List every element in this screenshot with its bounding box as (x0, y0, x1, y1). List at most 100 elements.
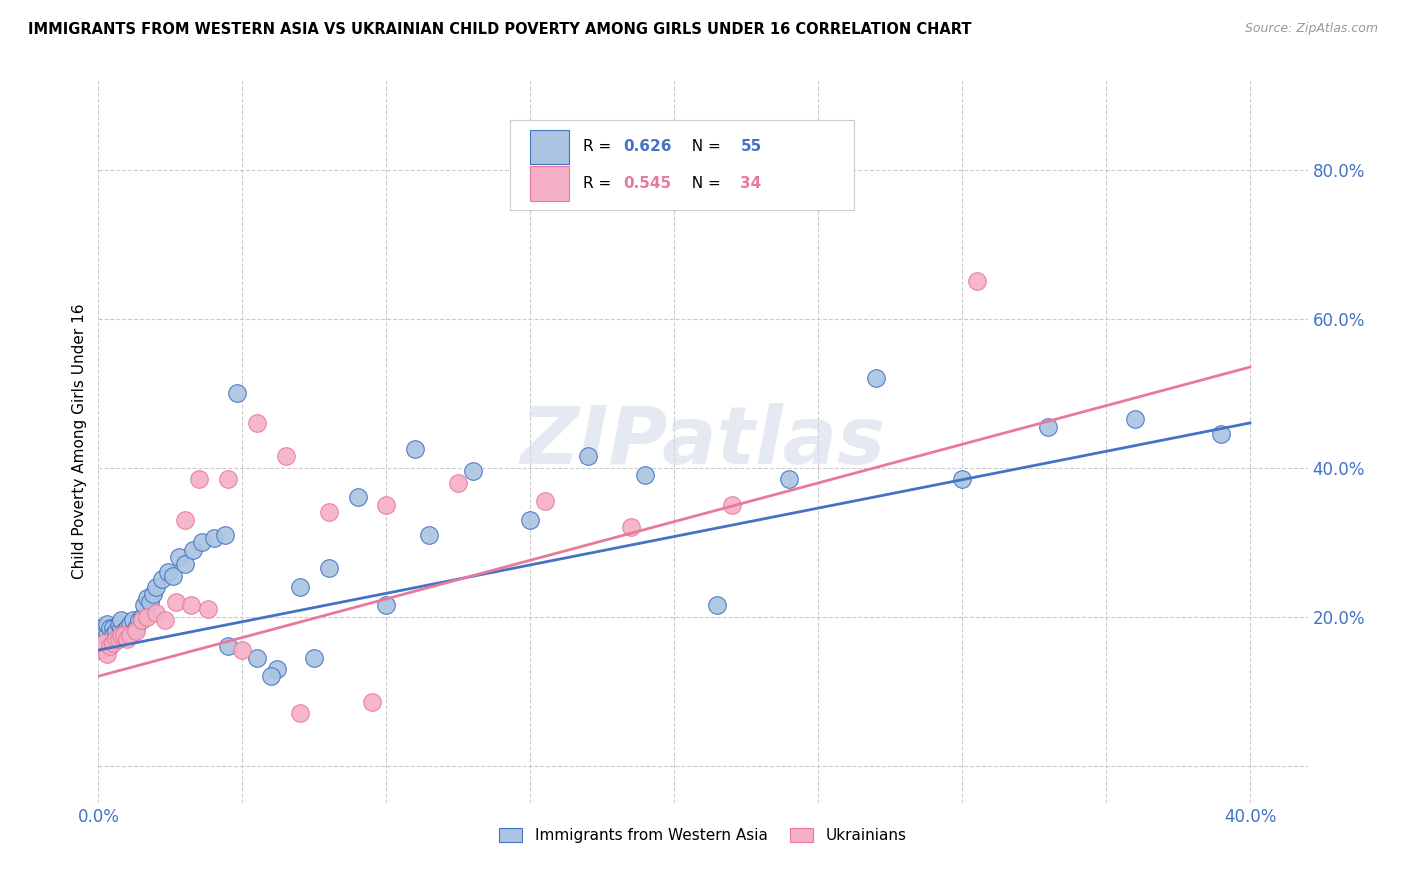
Point (101, 635, 124, 649)
Point (288, 706, 311, 721)
Point (122, 613, 145, 627)
Point (107, 617, 129, 632)
Point (246, 650, 269, 665)
Point (533, 494, 555, 508)
Point (90, 643, 112, 657)
Point (165, 595, 187, 609)
Point (98, 621, 121, 635)
Point (634, 468, 657, 483)
Point (93, 628, 115, 642)
Point (231, 643, 253, 657)
Point (217, 472, 239, 486)
Point (104, 624, 127, 639)
Point (150, 572, 173, 586)
Point (93, 635, 115, 649)
Point (115, 632, 138, 646)
Point (304, 650, 326, 665)
Point (225, 386, 247, 401)
Text: Source: ZipAtlas.com: Source: ZipAtlas.com (1244, 22, 1378, 36)
Point (197, 602, 219, 616)
Point (1038, 419, 1060, 434)
Point (125, 624, 148, 639)
Point (131, 613, 153, 627)
Point (346, 491, 368, 505)
Point (1211, 427, 1233, 442)
Point (706, 599, 728, 613)
Point (950, 472, 973, 486)
Point (375, 498, 398, 512)
Point (620, 520, 643, 534)
Point (107, 632, 129, 646)
Point (173, 513, 195, 527)
Text: 55: 55 (741, 139, 762, 154)
Point (131, 609, 153, 624)
Point (120, 617, 142, 632)
Point (128, 613, 150, 627)
Point (246, 416, 269, 430)
Legend: Immigrants from Western Asia, Ukrainians: Immigrants from Western Asia, Ukrainians (494, 822, 912, 849)
Point (145, 580, 167, 594)
Point (966, 274, 988, 288)
Point (266, 662, 288, 676)
Point (404, 442, 426, 456)
Text: 0.626: 0.626 (623, 139, 672, 154)
Point (288, 580, 311, 594)
Point (145, 606, 167, 620)
Point (318, 561, 340, 575)
Y-axis label: Child Poverty Among Girls Under 16: Child Poverty Among Girls Under 16 (72, 304, 87, 579)
Point (191, 535, 214, 549)
Point (120, 628, 142, 642)
Text: 34: 34 (741, 176, 762, 191)
Point (519, 513, 541, 527)
Text: R =: R = (583, 139, 616, 154)
Text: IMMIGRANTS FROM WESTERN ASIA VS UKRAINIAN CHILD POVERTY AMONG GIRLS UNDER 16 COR: IMMIGRANTS FROM WESTERN ASIA VS UKRAINIA… (28, 22, 972, 37)
Point (162, 568, 184, 582)
Text: N =: N = (682, 139, 725, 154)
Point (115, 621, 138, 635)
Point (183, 542, 205, 557)
Point (778, 472, 800, 486)
Point (375, 599, 398, 613)
Point (110, 628, 132, 642)
Point (274, 450, 297, 464)
Point (153, 613, 176, 627)
Point (214, 527, 236, 541)
Point (101, 621, 124, 635)
Point (180, 599, 202, 613)
Point (125, 621, 148, 635)
Point (101, 628, 124, 642)
Point (110, 613, 132, 627)
Text: 0.545: 0.545 (623, 176, 671, 191)
Point (260, 669, 283, 683)
Text: R =: R = (583, 176, 616, 191)
Point (202, 532, 225, 546)
Point (98, 640, 121, 654)
Point (418, 527, 440, 541)
Point (96, 617, 118, 632)
Point (156, 565, 179, 579)
Text: ZIPatlas: ZIPatlas (520, 402, 886, 481)
Point (173, 558, 195, 572)
Point (112, 624, 135, 639)
Point (217, 640, 239, 654)
Text: N =: N = (682, 176, 725, 191)
Point (96, 647, 118, 661)
Point (96, 628, 118, 642)
Point (110, 621, 132, 635)
Point (104, 632, 127, 646)
Point (361, 695, 384, 709)
Point (142, 587, 165, 601)
Point (136, 591, 159, 605)
Point (139, 595, 162, 609)
Point (112, 628, 135, 642)
Bar (530, 166, 569, 201)
Point (865, 371, 887, 385)
FancyBboxPatch shape (509, 120, 855, 211)
Point (136, 609, 159, 624)
Point (90, 621, 112, 635)
Point (318, 505, 340, 519)
Point (188, 472, 211, 486)
Point (720, 498, 742, 512)
Point (461, 464, 484, 478)
Bar (530, 129, 569, 164)
